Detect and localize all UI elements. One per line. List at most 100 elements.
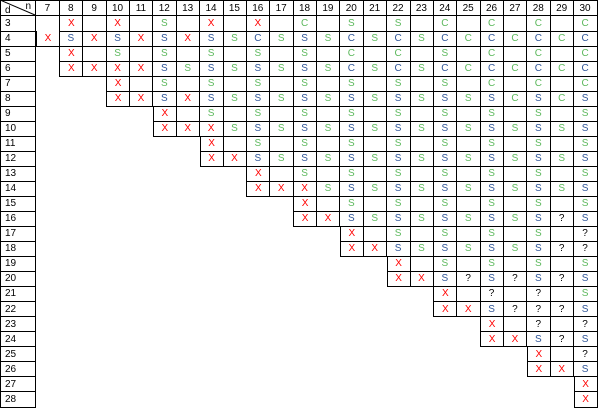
cell: X bbox=[199, 151, 224, 167]
cell: S bbox=[269, 151, 294, 167]
cell: S bbox=[526, 331, 551, 348]
cell bbox=[269, 76, 294, 92]
cell: S bbox=[293, 61, 317, 77]
cell: S bbox=[246, 151, 271, 167]
cell bbox=[363, 76, 388, 92]
cell bbox=[503, 16, 528, 32]
cell: S bbox=[59, 31, 84, 47]
cell: S bbox=[433, 241, 458, 258]
cell: S bbox=[152, 16, 177, 32]
cell: S bbox=[269, 121, 294, 137]
column-header: 29 bbox=[550, 0, 575, 16]
cell: X bbox=[433, 286, 458, 303]
column-header: 27 bbox=[503, 0, 528, 16]
cell: S bbox=[386, 226, 411, 243]
cell: S bbox=[293, 91, 317, 107]
column-header: 14 bbox=[199, 0, 224, 16]
column-header: 11 bbox=[129, 0, 154, 16]
cell bbox=[550, 346, 575, 363]
cell bbox=[503, 46, 528, 62]
cell bbox=[316, 196, 341, 212]
row-header: 20 bbox=[0, 271, 36, 288]
cell: S bbox=[456, 151, 481, 167]
cell: S bbox=[410, 121, 434, 137]
cell: X bbox=[82, 31, 107, 47]
cell: S bbox=[386, 121, 411, 137]
cell: S bbox=[480, 91, 504, 107]
cell: X bbox=[59, 16, 84, 32]
cell: ? bbox=[503, 301, 528, 318]
cell bbox=[269, 166, 294, 182]
cell: S bbox=[480, 151, 504, 167]
cell: S bbox=[106, 31, 130, 47]
cell: S bbox=[550, 181, 575, 197]
cell bbox=[550, 196, 575, 212]
cell: S bbox=[480, 166, 504, 182]
cell bbox=[176, 16, 201, 32]
cell: S bbox=[339, 91, 364, 107]
cell: S bbox=[339, 151, 364, 167]
cell bbox=[410, 196, 434, 212]
cell: X bbox=[106, 61, 130, 77]
cell: S bbox=[293, 136, 317, 152]
row-header: 3 bbox=[0, 16, 36, 32]
cell: S bbox=[386, 196, 411, 212]
cell: S bbox=[246, 106, 271, 122]
cell: C bbox=[480, 46, 504, 62]
cell: C bbox=[526, 76, 551, 92]
cell: S bbox=[550, 151, 575, 167]
cell bbox=[456, 256, 481, 273]
cell bbox=[410, 16, 434, 32]
cell: ? bbox=[573, 226, 598, 243]
cell: S bbox=[503, 181, 528, 197]
cell: S bbox=[293, 46, 317, 62]
cell: S bbox=[433, 256, 458, 273]
cell: S bbox=[410, 181, 434, 197]
cell bbox=[176, 76, 201, 92]
row-header: 14 bbox=[0, 181, 36, 197]
cell bbox=[176, 106, 201, 122]
cell: C bbox=[480, 76, 504, 92]
row-header: 23 bbox=[0, 316, 36, 333]
cell: C bbox=[293, 16, 317, 32]
cell bbox=[223, 46, 247, 62]
cell: C bbox=[339, 31, 364, 47]
row-header: 16 bbox=[0, 211, 36, 228]
d-label: d bbox=[5, 5, 11, 16]
cell: S bbox=[480, 226, 504, 243]
cell bbox=[82, 46, 107, 62]
cell: S bbox=[410, 211, 434, 228]
cell: X bbox=[573, 376, 598, 393]
cell: S bbox=[480, 211, 504, 228]
cell: S bbox=[316, 151, 341, 167]
cell: S bbox=[339, 166, 364, 182]
cell: S bbox=[526, 181, 551, 197]
cell: S bbox=[363, 181, 388, 197]
cell: S bbox=[526, 91, 551, 107]
cell: C bbox=[386, 46, 411, 62]
cell: S bbox=[573, 331, 598, 348]
cell bbox=[550, 286, 575, 303]
row-header: 26 bbox=[0, 361, 36, 378]
cell: S bbox=[316, 61, 341, 77]
row-header: 17 bbox=[0, 226, 36, 243]
cell: S bbox=[386, 136, 411, 152]
cell bbox=[223, 106, 247, 122]
cell: S bbox=[526, 271, 551, 288]
cell: S bbox=[480, 106, 504, 122]
cell: ? bbox=[550, 271, 575, 288]
cell bbox=[129, 46, 154, 62]
cell bbox=[550, 256, 575, 273]
cell: C bbox=[433, 16, 458, 32]
cell bbox=[129, 76, 154, 92]
cell: ? bbox=[573, 241, 598, 258]
cell: X bbox=[293, 181, 317, 197]
cell: S bbox=[573, 301, 598, 318]
cell: S bbox=[410, 61, 434, 77]
cell bbox=[503, 286, 528, 303]
cell: S bbox=[456, 241, 481, 258]
cell: C bbox=[526, 46, 551, 62]
cell bbox=[503, 226, 528, 243]
column-header: 21 bbox=[363, 0, 388, 16]
cell: C bbox=[480, 31, 504, 47]
